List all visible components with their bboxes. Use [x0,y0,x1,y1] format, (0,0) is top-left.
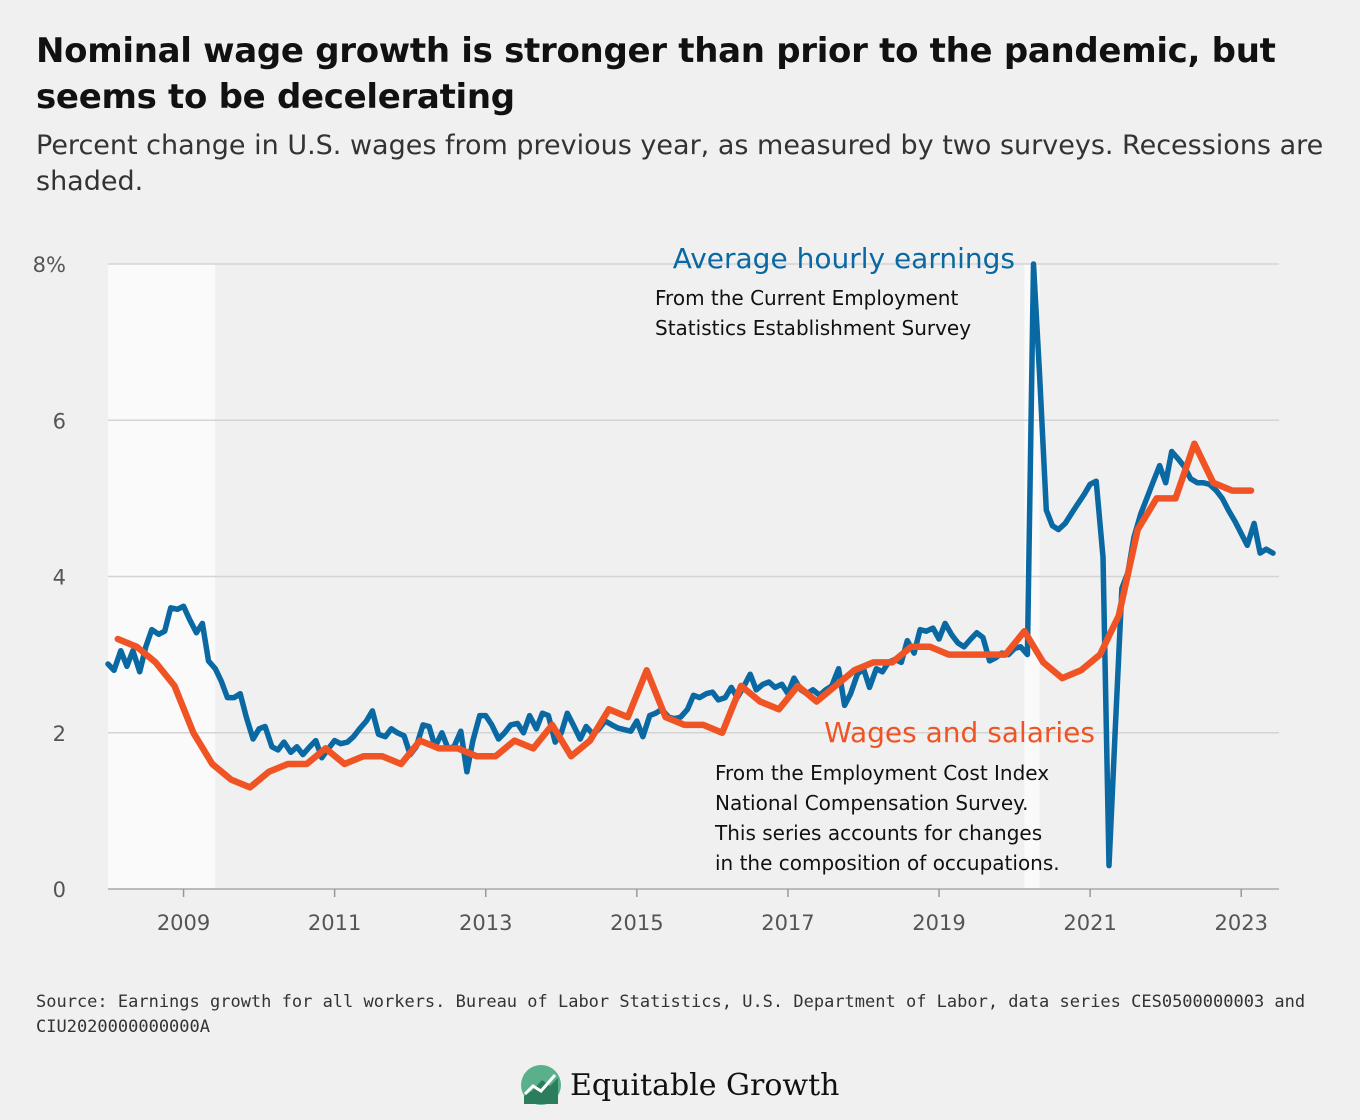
gridlines [108,263,1279,890]
annotation-wages-and-salaries: Wages and salaries From the Employment C… [714,716,1095,875]
y-tick-label-4: 4 [53,566,66,590]
y-axis-ticks: 0 2 4 6 8% [33,253,66,902]
brand: Equitable Growth [520,1062,839,1108]
y-tick-label-6: 6 [53,409,66,433]
annotation-ahe-line-2: Statistics Establishment Survey [655,316,971,340]
series-line-wages-and-salaries [114,440,1255,791]
annotation-wages-heading: Wages and salaries [824,716,1095,749]
annotation-wages-line-1: From the Employment Cost Index [715,761,1049,785]
equitable-growth-logo-icon [521,1065,561,1105]
y-tick-label-2: 2 [53,722,66,746]
x-tick-label-2023: 2023 [1214,911,1267,935]
x-tick-label-2013: 2013 [459,911,512,935]
source-note: Source: Earnings growth for all workers.… [36,992,1306,1037]
annotation-ahe-line-1: From the Current Employment [655,286,958,310]
annotation-ahe-heading: Average hourly earnings [673,242,1015,275]
series-line-average-hourly-earnings [105,261,1276,869]
chart-title: Nominal wage growth is stronger than pri… [36,31,1276,117]
x-tick-label-2015: 2015 [610,911,663,935]
series-lines [105,261,1276,869]
y-tick-label-0: 0 [53,878,66,902]
annotation-wages-line-2: National Compensation Survey. [715,791,1028,815]
x-tick-label-2019: 2019 [912,911,965,935]
annotation-average-hourly-earnings: Average hourly earnings From the Current… [655,242,1015,340]
annotation-wages-line-4: in the composition of occupations. [715,851,1060,875]
y-tick-label-8: 8% [33,253,66,277]
brand-name: Equitable Growth [570,1067,840,1103]
chart-subtitle: Percent change in U.S. wages from previo… [36,130,1324,197]
x-tick-label-2011: 2011 [308,911,361,935]
x-tick-label-2009: 2009 [157,911,210,935]
annotation-wages-line-3: This series accounts for changes [714,821,1042,845]
x-tick-label-2017: 2017 [761,911,814,935]
x-axis-ticks: 2009 2011 2013 2015 2017 2019 2021 2023 [157,889,1268,935]
x-tick-label-2021: 2021 [1063,911,1116,935]
